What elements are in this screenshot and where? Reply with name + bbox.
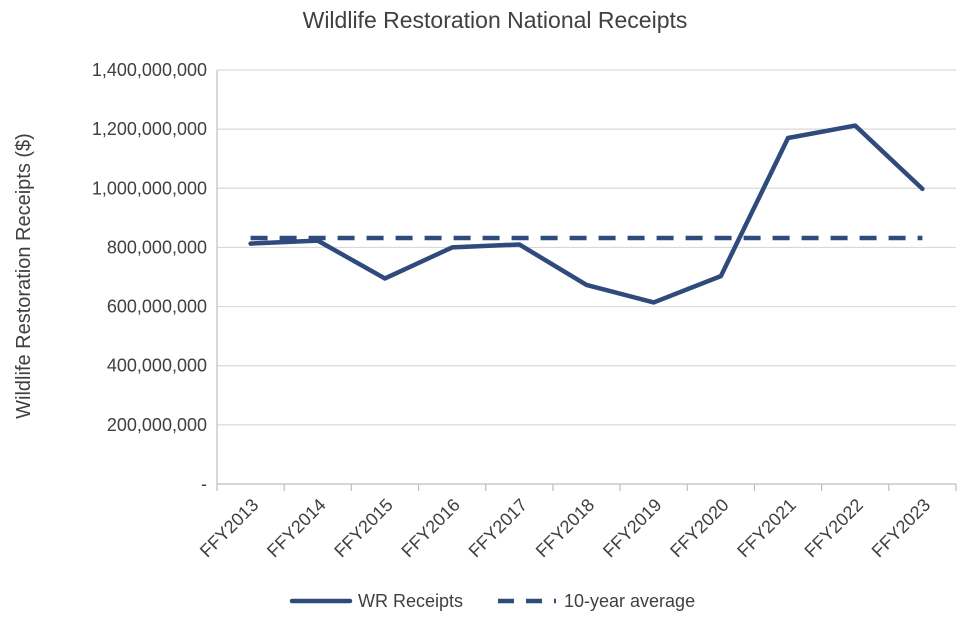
x-tick-label: FFY2015 — [330, 495, 397, 562]
x-axis-ticks: FFY2013 FFY2014 FFY2015 FFY2016 FFY2017 FFY20… — [196, 495, 934, 562]
x-tick-label: FFY2023 — [868, 495, 935, 562]
axes — [216, 70, 957, 491]
x-tick-label: FFY2014 — [263, 495, 330, 562]
y-tick-label: 1,000,000,000 — [92, 178, 207, 198]
legend-label: 10-year average — [564, 591, 695, 611]
y-tick-label: 400,000,000 — [107, 356, 207, 376]
x-tick-label: FFY2019 — [599, 495, 666, 562]
y-axis-title: Wildlife Restoration Receipts ($) — [13, 133, 35, 419]
wr-receipts-line — [248, 123, 925, 305]
y-tick-label: 800,000,000 — [107, 237, 207, 257]
x-tick-label: FFY2021 — [733, 495, 800, 562]
x-tick-label: FFY2018 — [532, 495, 599, 562]
x-tick-label: FFY2017 — [465, 495, 532, 562]
x-tick-label: FFY2020 — [666, 495, 733, 562]
chart-title: Wildlife Restoration National Receipts — [303, 7, 688, 33]
y-tick-label: - — [201, 474, 207, 494]
y-axis-ticks: - 200,000,000 400,000,000 600,000,000 800,00… — [92, 60, 207, 494]
x-tick-label: FFY2016 — [397, 495, 464, 562]
legend-label: WR Receipts — [358, 591, 463, 611]
x-tick-label: FFY2013 — [196, 495, 263, 562]
y-tick-label: 600,000,000 — [107, 297, 207, 317]
x-tick-label: FFY2022 — [801, 495, 868, 562]
y-tick-label: 200,000,000 — [107, 415, 207, 435]
gridlines — [217, 69, 956, 426]
y-tick-label: 1,200,000,000 — [92, 119, 207, 139]
series-lines — [248, 123, 925, 305]
legend: WR Receipts 10-year average — [289, 591, 695, 611]
y-tick-label: 1,400,000,000 — [92, 60, 207, 80]
